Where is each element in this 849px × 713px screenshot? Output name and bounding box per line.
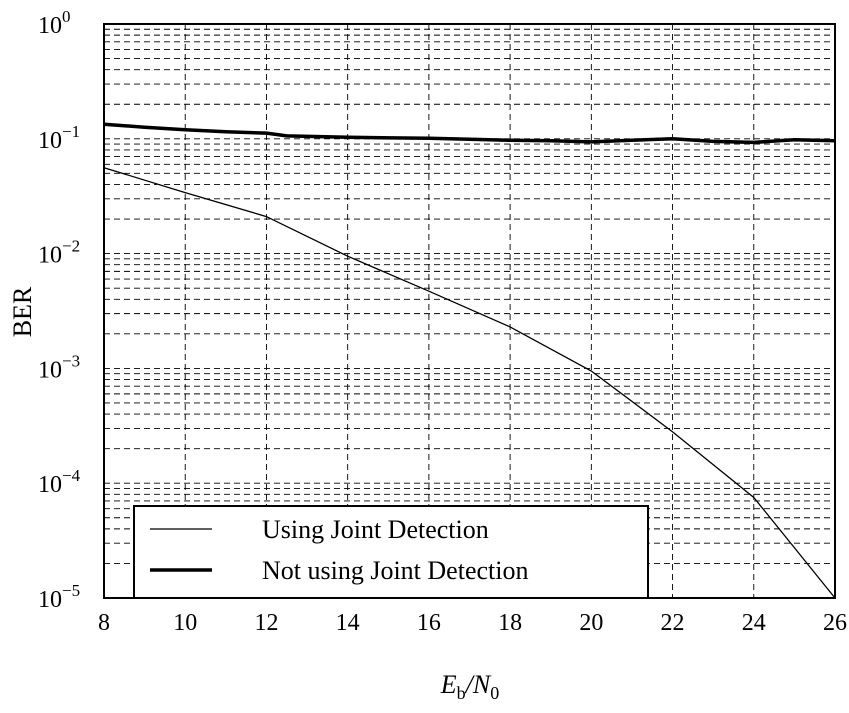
legend: Using Joint Detection Not using Joint De… <box>133 505 649 599</box>
y-tick-labels: 100 10−1 10−2 10−3 10−4 10−5 <box>38 7 81 613</box>
y-axis-label: BER <box>8 286 37 337</box>
grid <box>104 24 835 598</box>
legend-label-not-using-joint-detection: Not using Joint Detection <box>262 556 528 585</box>
x-tick-label: 10 <box>173 610 197 636</box>
y-tick-label: 10−2 <box>38 237 80 269</box>
x-tick-label: 8 <box>98 610 110 636</box>
y-tick-label: 10−4 <box>38 466 81 498</box>
x-tick-label: 24 <box>742 610 766 636</box>
legend-label-using-joint-detection: Using Joint Detection <box>262 515 489 544</box>
x-tick-label: 20 <box>579 610 603 636</box>
x-tick-label: 16 <box>417 610 441 636</box>
plot-background <box>104 24 835 598</box>
x-tick-label: 22 <box>661 610 685 636</box>
series-line-using-joint-detection <box>103 167 836 599</box>
series-line-not-using-joint-detection <box>103 122 836 145</box>
y-tick-label: 10−1 <box>38 122 80 154</box>
x-tick-labels: 8 10 12 14 16 18 20 22 24 26 <box>98 610 847 636</box>
x-tick-label: 26 <box>823 610 847 636</box>
x-tick-label: 18 <box>498 610 522 636</box>
y-tick-label: 10−3 <box>38 351 80 383</box>
x-tick-label: 12 <box>254 610 278 636</box>
y-tick-label: 100 <box>38 7 71 39</box>
x-axis-label: Eb/N0 <box>440 670 499 703</box>
series-layer <box>103 122 836 599</box>
y-tick-label: 10−5 <box>38 581 80 613</box>
legend-box <box>133 505 649 599</box>
x-tick-label: 14 <box>336 610 360 636</box>
